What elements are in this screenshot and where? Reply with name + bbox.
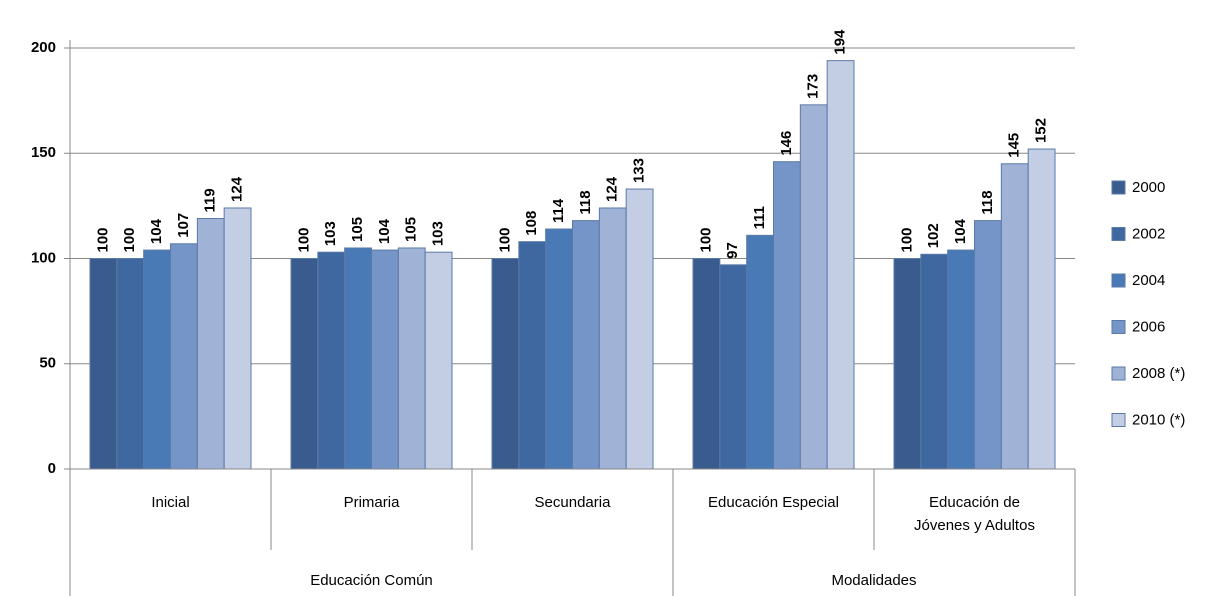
legend-swatch	[1111, 413, 1126, 427]
bar	[170, 243, 198, 470]
legend-label: 2010 (*)	[1132, 411, 1185, 428]
legend-swatch	[1111, 180, 1126, 195]
x-tick-label: Inicial	[151, 494, 189, 511]
bar	[920, 253, 949, 470]
value-label: 104	[148, 218, 165, 244]
value-label: 100	[295, 227, 312, 252]
value-label: 124	[229, 176, 246, 202]
bar	[1027, 148, 1056, 470]
legend-swatch	[1111, 227, 1126, 241]
legend-label: 2004	[1132, 272, 1165, 289]
value-label: 145	[1006, 133, 1023, 158]
bar	[692, 258, 721, 470]
bar	[893, 258, 922, 470]
bar	[1000, 163, 1029, 470]
bar	[223, 207, 252, 470]
x-tick-label: Educación de Jóvenes y Adultos	[914, 494, 1035, 534]
bar	[947, 249, 976, 470]
bar	[371, 249, 399, 470]
value-label: 100	[697, 227, 714, 252]
bar	[826, 60, 855, 470]
value-label: 152	[1033, 118, 1050, 143]
legend-swatch	[1111, 320, 1126, 334]
bar	[397, 247, 426, 470]
value-label: 105	[403, 217, 420, 242]
value-label: 105	[349, 217, 366, 242]
bar	[719, 264, 748, 470]
value-label: 100	[94, 227, 111, 252]
bar	[746, 234, 775, 470]
bar	[518, 241, 547, 470]
bar	[625, 188, 654, 470]
y-tick-label: 50	[39, 355, 56, 372]
bar	[773, 161, 801, 470]
bar	[491, 258, 520, 470]
x-tick-label: Secundaria	[535, 494, 612, 511]
legend-swatch	[1111, 273, 1126, 288]
bar	[290, 258, 319, 470]
bar	[143, 249, 172, 470]
value-label: 133	[631, 158, 648, 183]
y-tick-label: 100	[31, 249, 56, 266]
value-label: 194	[832, 29, 849, 55]
y-tick-label: 200	[31, 39, 56, 56]
value-label: 107	[175, 213, 192, 238]
value-label: 108	[523, 211, 540, 236]
bar	[545, 228, 574, 470]
x-tick-label: Educación Especial	[708, 494, 839, 511]
value-label: 97	[724, 242, 741, 259]
legend-swatch	[1111, 366, 1126, 381]
value-label: 114	[550, 198, 567, 223]
x-tick-label: Primaria	[344, 494, 400, 511]
bar	[196, 218, 225, 470]
bar	[572, 220, 600, 470]
value-label: 111	[751, 206, 768, 229]
legend-label: 2006	[1132, 318, 1165, 335]
value-label: 119	[202, 188, 219, 212]
value-label: 173	[805, 74, 822, 99]
bar	[598, 207, 627, 470]
value-label: 118	[979, 190, 996, 214]
legend-label: 2002	[1132, 225, 1165, 242]
bar	[89, 258, 118, 470]
bar	[317, 251, 346, 470]
group-label: Educación Común	[310, 572, 433, 589]
legend-label: 2000	[1132, 179, 1165, 196]
y-tick-label: 0	[48, 460, 56, 477]
value-label: 100	[898, 227, 915, 252]
y-tick-label: 150	[31, 144, 56, 161]
value-label: 100	[496, 227, 513, 252]
value-label: 146	[778, 131, 795, 156]
value-label: 118	[577, 190, 594, 214]
bar	[116, 258, 145, 470]
bar	[424, 251, 453, 470]
value-label: 103	[430, 221, 447, 246]
value-label: 104	[376, 218, 393, 244]
value-label: 124	[604, 176, 621, 202]
group-label: Modalidades	[831, 572, 916, 589]
value-label: 104	[952, 218, 969, 244]
bar	[344, 247, 372, 470]
bar	[799, 104, 828, 470]
value-label: 100	[121, 227, 138, 252]
value-label: 103	[322, 221, 339, 246]
bar	[974, 220, 1002, 470]
legend-label: 2008 (*)	[1132, 365, 1185, 382]
value-label: 102	[925, 223, 942, 248]
